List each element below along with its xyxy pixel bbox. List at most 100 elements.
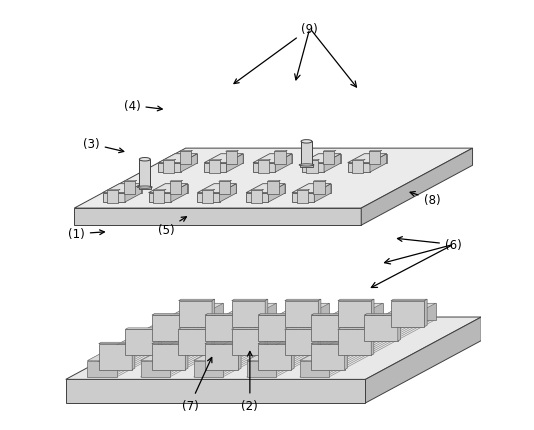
Polygon shape: [178, 301, 212, 327]
Polygon shape: [338, 300, 374, 301]
Polygon shape: [313, 182, 325, 194]
Polygon shape: [253, 154, 292, 163]
Polygon shape: [232, 300, 268, 301]
Polygon shape: [364, 315, 398, 341]
Polygon shape: [269, 184, 285, 203]
Text: (8): (8): [410, 192, 440, 206]
Polygon shape: [391, 300, 427, 301]
Polygon shape: [265, 328, 268, 356]
Polygon shape: [152, 344, 185, 370]
Polygon shape: [391, 301, 425, 327]
Text: (6): (6): [397, 237, 462, 252]
Polygon shape: [371, 300, 374, 327]
Polygon shape: [66, 380, 365, 403]
Polygon shape: [204, 163, 226, 173]
Polygon shape: [300, 304, 329, 320]
Polygon shape: [158, 163, 180, 173]
Polygon shape: [124, 181, 137, 182]
Polygon shape: [258, 315, 292, 341]
Polygon shape: [253, 163, 275, 173]
Polygon shape: [307, 160, 319, 161]
Polygon shape: [165, 184, 187, 194]
Polygon shape: [125, 184, 142, 203]
Polygon shape: [311, 342, 347, 344]
Polygon shape: [324, 154, 341, 173]
Polygon shape: [311, 344, 344, 370]
Polygon shape: [369, 152, 380, 164]
Polygon shape: [247, 361, 276, 377]
Polygon shape: [337, 329, 371, 356]
Polygon shape: [300, 304, 436, 361]
Polygon shape: [212, 328, 215, 356]
Polygon shape: [175, 154, 197, 164]
Polygon shape: [219, 182, 230, 194]
Polygon shape: [107, 191, 119, 203]
Polygon shape: [226, 154, 243, 173]
Polygon shape: [292, 342, 294, 370]
Polygon shape: [239, 314, 241, 341]
Polygon shape: [140, 304, 276, 361]
Polygon shape: [178, 328, 215, 329]
Ellipse shape: [137, 187, 152, 189]
Polygon shape: [247, 304, 276, 320]
Polygon shape: [198, 184, 237, 193]
Polygon shape: [238, 342, 241, 370]
Polygon shape: [274, 152, 286, 164]
Polygon shape: [221, 154, 243, 164]
Polygon shape: [370, 154, 387, 173]
Polygon shape: [202, 190, 215, 191]
Polygon shape: [364, 154, 387, 164]
Polygon shape: [209, 160, 222, 161]
Polygon shape: [159, 328, 161, 356]
Polygon shape: [263, 184, 285, 194]
Polygon shape: [297, 190, 310, 191]
Polygon shape: [202, 191, 213, 203]
Polygon shape: [323, 151, 336, 152]
Polygon shape: [292, 184, 331, 193]
Polygon shape: [398, 314, 400, 341]
Polygon shape: [140, 361, 170, 377]
Polygon shape: [318, 154, 341, 164]
Polygon shape: [302, 163, 324, 173]
Polygon shape: [352, 161, 364, 173]
Polygon shape: [364, 314, 400, 315]
Polygon shape: [152, 342, 188, 344]
Polygon shape: [170, 181, 183, 182]
Polygon shape: [158, 154, 197, 163]
Polygon shape: [369, 151, 382, 152]
Polygon shape: [338, 301, 371, 327]
Polygon shape: [232, 329, 265, 356]
Polygon shape: [268, 182, 279, 194]
Text: (4): (4): [124, 100, 162, 113]
Text: (5): (5): [158, 217, 186, 237]
Text: (2): (2): [241, 352, 258, 412]
Polygon shape: [285, 329, 318, 356]
Polygon shape: [99, 344, 132, 370]
Polygon shape: [178, 329, 212, 356]
Polygon shape: [185, 314, 188, 341]
Polygon shape: [139, 187, 151, 189]
Polygon shape: [361, 149, 473, 226]
Polygon shape: [119, 184, 142, 194]
Polygon shape: [311, 314, 348, 315]
Polygon shape: [214, 184, 237, 194]
Polygon shape: [194, 304, 223, 320]
Polygon shape: [148, 184, 187, 193]
Polygon shape: [205, 315, 239, 341]
Polygon shape: [219, 184, 237, 203]
Polygon shape: [318, 300, 321, 327]
Polygon shape: [348, 154, 387, 163]
Polygon shape: [275, 154, 292, 173]
Polygon shape: [194, 361, 223, 377]
Polygon shape: [205, 314, 241, 315]
Polygon shape: [258, 344, 292, 370]
Polygon shape: [354, 304, 382, 320]
Polygon shape: [124, 182, 135, 194]
Polygon shape: [344, 342, 347, 370]
Polygon shape: [302, 154, 341, 163]
Polygon shape: [180, 152, 191, 164]
Polygon shape: [345, 314, 348, 341]
Polygon shape: [246, 184, 285, 193]
Polygon shape: [309, 184, 331, 194]
Text: (3): (3): [83, 138, 124, 154]
